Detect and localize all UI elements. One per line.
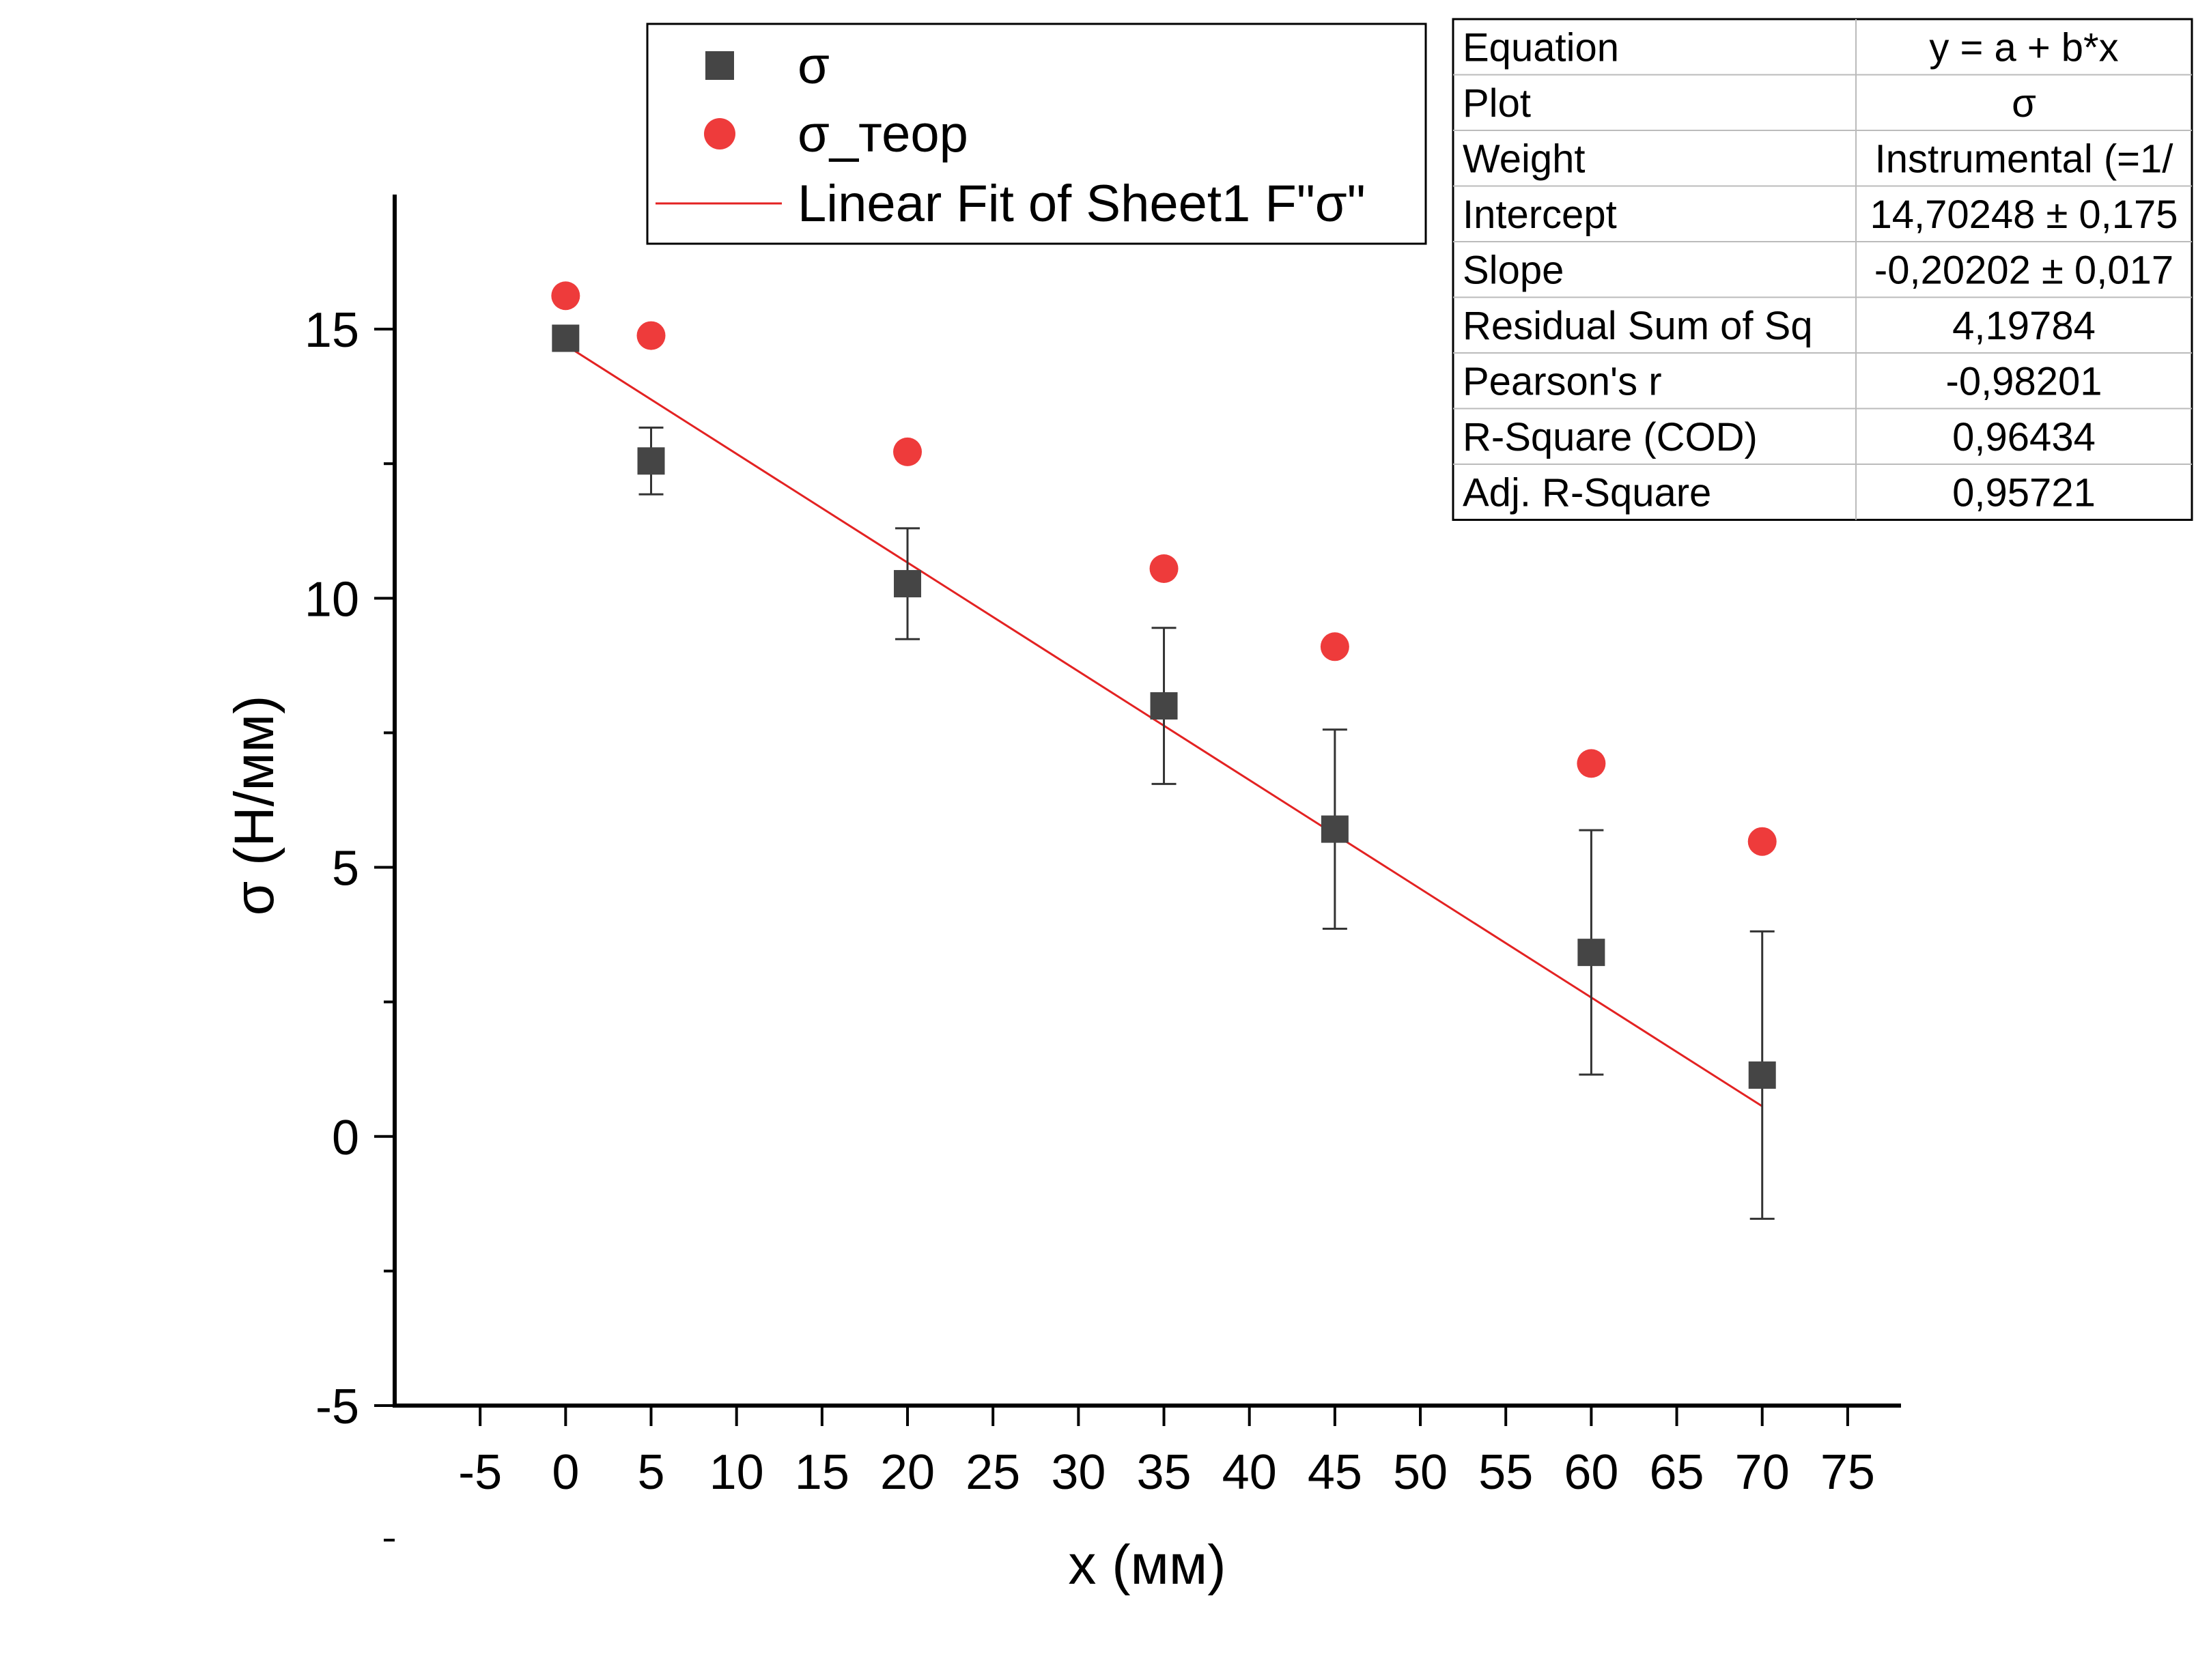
y-tick-label: 10: [305, 572, 359, 627]
y-axis-title: σ (Н/мм): [223, 696, 285, 916]
stats-label: Intercept: [1463, 193, 1617, 237]
x-tick-label: 40: [1222, 1445, 1277, 1500]
data-point-sigma-teor: [1320, 632, 1349, 661]
x-tick-label: 20: [880, 1445, 935, 1500]
stats-label: Residual Sum of Sq: [1463, 304, 1813, 348]
stats-label: Adj. R-Square: [1463, 471, 1711, 515]
data-point-sigma: [894, 570, 922, 598]
stats-label: R-Square (COD): [1463, 415, 1758, 459]
x-tick-label: 15: [795, 1445, 849, 1500]
x-tick-label: 0: [552, 1445, 579, 1500]
stats-value: y = a + b*x: [1929, 26, 2118, 70]
x-axis-title: x (мм): [1068, 1534, 1226, 1596]
y-tick-label: -5: [315, 1380, 359, 1434]
y-tick-label: 15: [305, 303, 359, 358]
legend-square-marker: [705, 51, 734, 80]
y-tick-label: 5: [332, 842, 359, 896]
data-points: [551, 281, 1777, 1089]
x-tick-label: 25: [966, 1445, 1020, 1500]
legend-label-sigma-teor: σ_теор: [798, 105, 968, 163]
data-point-sigma: [1150, 692, 1178, 720]
stats-value: 0,95721: [1952, 471, 2096, 515]
legend-label-sigma: σ: [798, 37, 830, 95]
data-point-sigma-teor: [893, 437, 923, 466]
legend: σ σ_теор Linear Fit of Sheet1 F"σ": [646, 23, 1427, 245]
x-tick-label: 50: [1393, 1445, 1448, 1500]
x-tick-label: 75: [1820, 1445, 1875, 1500]
data-point-sigma-teor: [1149, 554, 1179, 583]
stats-label: Pearson's r: [1463, 360, 1662, 404]
stats-value: 0,96434: [1952, 415, 2096, 459]
stats-label: Weight: [1463, 137, 1585, 182]
axis-ticks: -5 0 5 10 15 20 25 30 35 40 45 50 55 60 65 70 75 -5 0 5 10 15: [305, 303, 1875, 1542]
stats-value: 4,19784: [1952, 304, 2096, 348]
x-tick-label: 10: [709, 1445, 764, 1500]
x-tick-label: 70: [1735, 1445, 1790, 1500]
x-tick-label: 65: [1650, 1445, 1704, 1500]
data-point-sigma: [637, 447, 665, 475]
stats-table-border: [1452, 18, 2193, 521]
data-point-sigma: [1748, 1061, 1776, 1089]
data-point-sigma-teor: [636, 321, 666, 350]
stats-label: Slope: [1463, 248, 1564, 293]
data-point-sigma: [1321, 815, 1349, 843]
stats-value: 14,70248 ± 0,175: [1870, 193, 2178, 237]
data-point-sigma-teor: [1577, 749, 1606, 778]
stats-label: Equation: [1463, 26, 1619, 70]
error-bars: [638, 426, 1775, 1220]
data-point-sigma: [1577, 939, 1605, 967]
x-tick-label: 55: [1478, 1445, 1533, 1500]
stats-value: σ: [2012, 81, 2036, 126]
stats-value: -0,98201: [1946, 360, 2102, 404]
data-point-sigma-teor: [1747, 827, 1777, 856]
legend-box: [646, 23, 1427, 245]
x-tick-label: 35: [1136, 1445, 1191, 1500]
stats-value: -0,20202 ± 0,017: [1874, 248, 2173, 293]
stats-label: Plot: [1463, 81, 1531, 126]
legend-label-linear-fit: Linear Fit of Sheet1 F"σ": [798, 175, 1366, 233]
x-tick-label: 5: [637, 1445, 664, 1500]
legend-circle-marker: [704, 118, 735, 150]
x-tick-label: 45: [1308, 1445, 1362, 1500]
data-point-sigma: [552, 324, 580, 352]
x-tick-label: 60: [1564, 1445, 1618, 1500]
x-tick-label: 30: [1051, 1445, 1106, 1500]
data-point-sigma-teor: [551, 281, 580, 311]
x-tick-label: -5: [458, 1445, 502, 1500]
stats-value: Instrumental (=1/: [1875, 137, 2174, 182]
y-tick-label: 0: [332, 1111, 359, 1165]
fit-stats-table: Equation y = a + b*x Plot σ Weight Instrument…: [1452, 18, 2193, 521]
axes: [393, 195, 1901, 1408]
